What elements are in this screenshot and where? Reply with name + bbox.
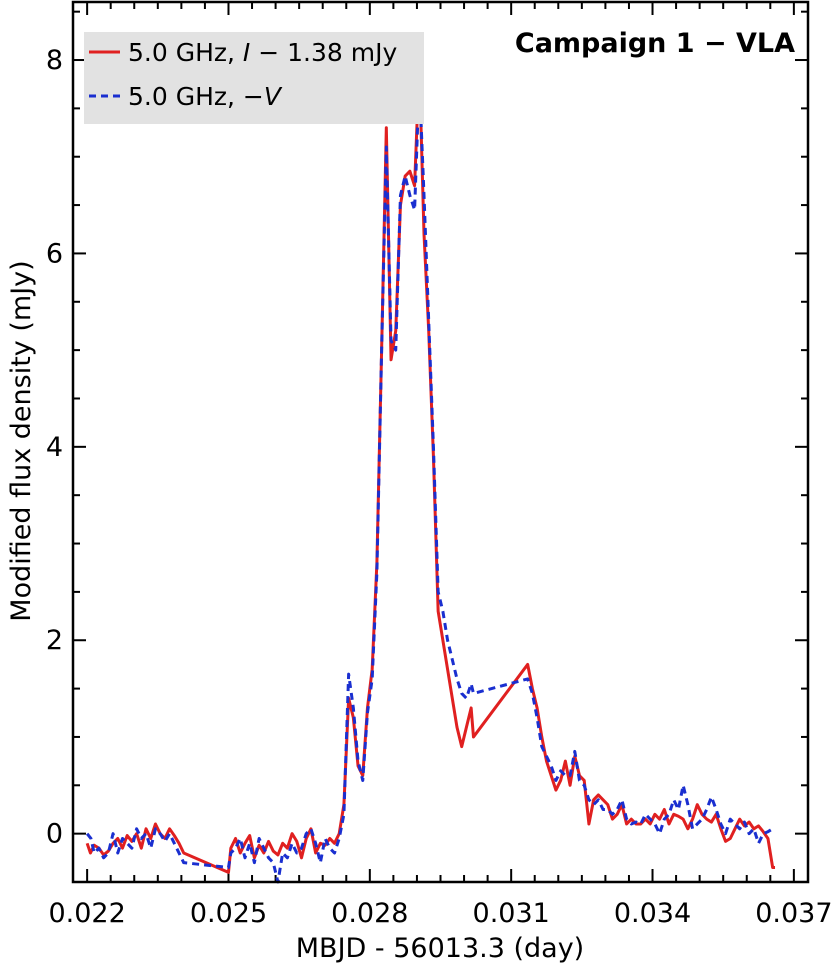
x-tick-label: 0.022 (48, 898, 125, 929)
x-tick-labels: 0.022 0.025 0.028 0.031 0.034 0.037 (48, 898, 832, 929)
series-line-stokes-v (85, 77, 776, 884)
x-tick-label: 0.034 (614, 898, 691, 929)
legend-label-v: 5.0 GHz, −V (128, 82, 283, 111)
y-tick-label: 6 (46, 238, 63, 269)
y-tick-labels: 0 2 4 6 8 (46, 45, 63, 850)
chart-title: Campaign 1 − VLA (515, 28, 795, 59)
x-axis-title: MBJD - 56013.3 (day) (296, 933, 584, 964)
series-line-stokes-i (85, 63, 776, 874)
y-axis-title: Modified flux density (mJy) (6, 260, 37, 621)
x-tick-label: 0.031 (473, 898, 550, 929)
series-lines (85, 63, 776, 884)
legend-box (84, 32, 424, 124)
plot-frame (71, 0, 810, 884)
tick-marks (73, 2, 808, 883)
legend: 5.0 GHz, I − 1.38 mJy 5.0 GHz, −V (84, 32, 424, 124)
y-tick-label: 8 (46, 45, 63, 76)
legend-label-i: 5.0 GHz, I − 1.38 mJy (128, 38, 397, 67)
x-tick-label: 0.028 (331, 898, 408, 929)
x-tick-label: 0.037 (755, 898, 832, 929)
y-tick-label: 4 (46, 432, 63, 463)
y-tick-label: 2 (46, 625, 63, 656)
x-tick-label: 0.025 (190, 898, 267, 929)
y-tick-label: 0 (46, 819, 63, 850)
